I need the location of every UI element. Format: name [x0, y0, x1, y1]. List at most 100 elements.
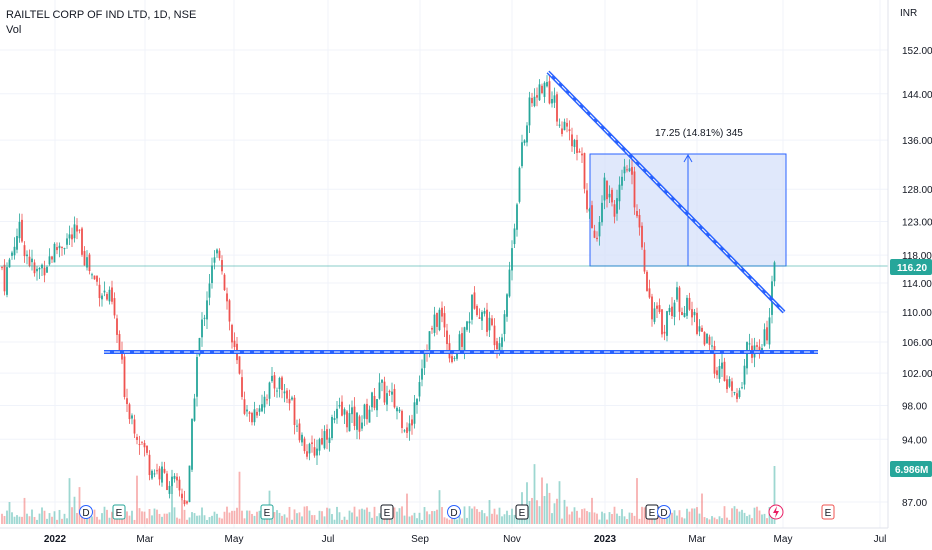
volume-bar [456, 519, 458, 524]
candle-body [658, 305, 661, 313]
candle-body [438, 309, 441, 331]
volume-bar [441, 507, 443, 524]
earnings-badge[interactable]: E [515, 504, 529, 520]
y-tick-label: 123.00 [902, 217, 932, 228]
volume-bar [508, 515, 511, 524]
candle-body [151, 470, 153, 479]
price-axis[interactable]: INR 152.00 144.00 136.00 128.00 123.00 118.00… [900, 8, 932, 509]
candle-body [201, 319, 203, 338]
candle-body [766, 327, 768, 341]
volume-bar [716, 519, 718, 524]
y-tick-label: 94.00 [902, 435, 927, 446]
time-axis[interactable]: 2022 Mar May Jul Sep Nov 2023 Mar May Jul [44, 534, 887, 545]
volume-bar [691, 508, 693, 524]
volume-bar [221, 518, 223, 524]
candle-body [483, 311, 486, 314]
volume-bar [366, 507, 368, 524]
volume-bar [161, 516, 163, 524]
split-icon[interactable] [768, 504, 784, 520]
candle-body [458, 334, 461, 352]
volume-bar [663, 516, 666, 524]
candle-body [376, 399, 378, 411]
candle-body [203, 317, 206, 319]
volume-bar [176, 517, 178, 524]
volume-bar [451, 516, 453, 524]
candle-body [673, 302, 676, 318]
earnings-badge[interactable]: E [821, 504, 835, 520]
earnings-badge[interactable]: E [112, 504, 126, 520]
volume-bar [93, 509, 96, 524]
volume-bar [693, 508, 696, 524]
candle-body [138, 444, 141, 446]
candle-body [501, 337, 503, 347]
volume-bar [371, 517, 373, 524]
candle-body [486, 309, 488, 332]
candle-body [508, 269, 511, 297]
candle-body [98, 284, 101, 299]
volume-bar [483, 513, 486, 524]
measure-tool[interactable]: 17.25 (14.81%) 345 [589, 128, 787, 267]
candle-body [773, 262, 776, 282]
dividend-badge[interactable]: D [447, 505, 461, 520]
volume-bar [436, 509, 438, 524]
candle-body [588, 208, 591, 212]
volume-bar [66, 518, 68, 524]
volume-bar [598, 519, 601, 524]
candle-body [38, 268, 41, 270]
earnings-badge[interactable]: E [380, 504, 394, 520]
volume-bar [171, 486, 173, 524]
candle-body [756, 345, 758, 347]
volume-bar [511, 508, 513, 524]
candle-body [736, 393, 738, 399]
candle-body [503, 314, 506, 335]
candle-body [286, 390, 288, 399]
candle-body [313, 447, 316, 456]
badge-label: E [264, 508, 271, 519]
volume-bar [146, 518, 148, 524]
candle-body [258, 408, 261, 412]
candle-body [743, 365, 746, 385]
trendlines[interactable] [104, 70, 818, 354]
candle-body [656, 305, 658, 309]
candle-body [461, 333, 463, 347]
candle-body [641, 225, 643, 248]
candle-body [208, 283, 211, 298]
volume-bar [476, 509, 478, 524]
candle-body [606, 180, 608, 200]
volume-bar [301, 516, 303, 524]
volume-bar [646, 515, 648, 524]
candle-body [218, 250, 221, 259]
candle-body [543, 82, 546, 97]
volume-bar [416, 518, 418, 524]
dividend-badge[interactable]: D [657, 505, 671, 520]
volume-bar [38, 513, 41, 524]
candle-body [636, 210, 638, 217]
volume-bar [453, 517, 456, 524]
candle-body [283, 391, 286, 394]
earnings-badge[interactable]: E [260, 504, 274, 520]
volume-bar [608, 512, 611, 524]
volume-bar [553, 503, 556, 524]
badge-label: E [825, 508, 832, 519]
volume-bar [241, 510, 243, 524]
volume-bar [423, 507, 426, 524]
earnings-badge[interactable]: E [645, 504, 659, 520]
volume-bar [186, 519, 188, 524]
volume-bar [613, 506, 616, 524]
candle-body [166, 473, 168, 491]
candle-body [601, 202, 603, 223]
candle-body [63, 248, 66, 250]
volume-bar [368, 511, 371, 524]
volume-bar [6, 510, 8, 524]
candle-body [338, 405, 341, 407]
volume-bar [658, 513, 661, 524]
volume-bar [303, 506, 306, 524]
candle-body [628, 168, 631, 172]
dividend-badge[interactable]: D [79, 505, 93, 520]
volume-bar [51, 516, 53, 524]
volume-bar [68, 478, 71, 524]
volume-bar [248, 510, 251, 524]
candle-body [696, 312, 698, 334]
